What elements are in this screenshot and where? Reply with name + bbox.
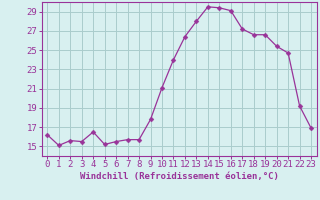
- X-axis label: Windchill (Refroidissement éolien,°C): Windchill (Refroidissement éolien,°C): [80, 172, 279, 181]
